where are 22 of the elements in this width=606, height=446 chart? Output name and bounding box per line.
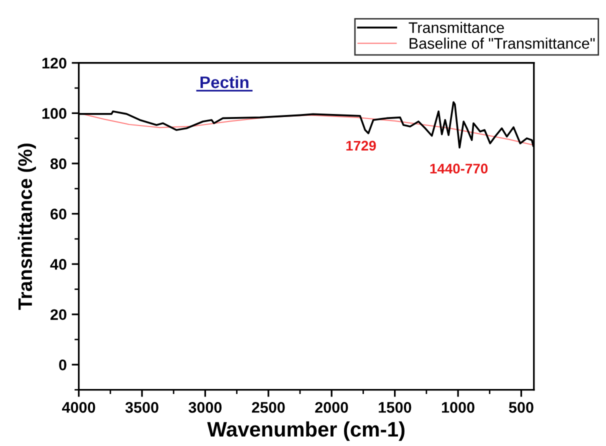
x-tick-label: 4000 [62,402,96,413]
y-tick-label: 20 [50,309,66,320]
text: Pectin [200,76,248,88]
x-tick-label: 1500 [378,402,412,413]
y-tick-label: 80 [50,158,66,170]
y-tick-label: 0 [59,360,66,370]
annotation: 1440-770 [430,164,488,174]
x-tick-label: 2500 [252,402,285,413]
y-tick-label: 60 [50,208,66,220]
x-tick-label: 500 [508,402,534,413]
annotation: 1729 [346,140,376,151]
x-tick-label: 3500 [125,402,158,413]
y-axis-title: Transmittance (%) [18,144,36,310]
legend-label: Baseline of "Transmittance" [410,38,595,49]
legend-label: Transmittance [408,22,504,34]
y-tick-label: 100 [42,108,66,119]
y-tick-label: 120 [42,58,66,69]
x-tick-label: 3000 [188,402,222,413]
y-tick-label: 40 [50,258,66,270]
x-axis-title: Wavenumber (cm-1) [207,421,404,441]
x-tick-label: 1000 [442,402,474,413]
x-tick-label: 2000 [315,402,348,413]
